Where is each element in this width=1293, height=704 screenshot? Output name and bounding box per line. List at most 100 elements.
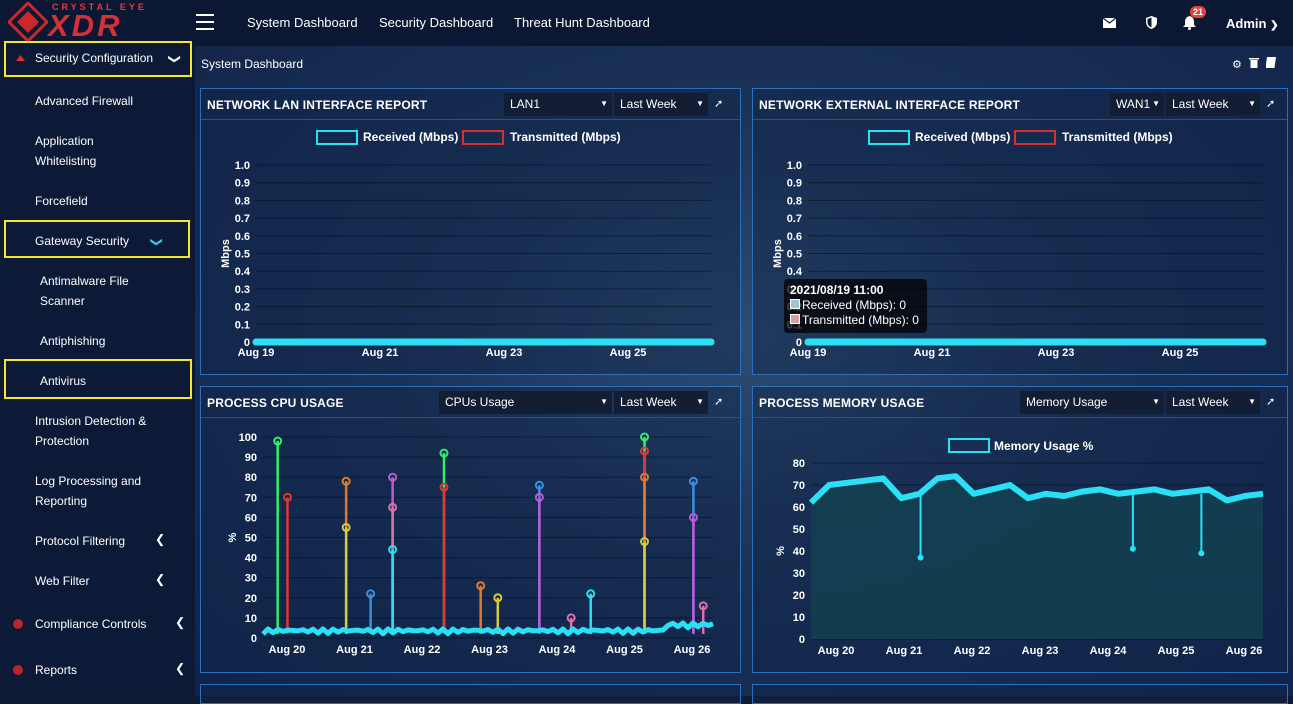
cpu-spike-point bbox=[388, 472, 398, 482]
logo-diamond-icon bbox=[8, 2, 48, 42]
x-tick-label: Aug 21 bbox=[886, 645, 923, 657]
period-select[interactable]: Last Week ▼ bbox=[1166, 391, 1260, 414]
tooltip-received-text: Received (Mbps): 0 bbox=[802, 298, 907, 312]
panel-bottom-left bbox=[200, 684, 741, 704]
legend-received-label: Received (Mbps) bbox=[915, 130, 1010, 144]
dropdown-arrow-icon: ▼ bbox=[696, 99, 704, 108]
select-value: Memory Usage bbox=[1026, 395, 1108, 409]
legend-received-label: Received (Mbps) bbox=[363, 130, 458, 144]
nav-security-dashboard[interactable]: Security Dashboard bbox=[379, 15, 494, 30]
x-tick-label: Aug 22 bbox=[404, 644, 441, 656]
mail-icon[interactable] bbox=[1103, 18, 1116, 28]
legend-transmitted-label: Transmitted (Mbps) bbox=[1062, 130, 1173, 144]
highlight-box bbox=[4, 41, 192, 77]
received-swatch bbox=[790, 299, 800, 309]
y-axis-label: Mbps bbox=[772, 239, 784, 268]
select-value: Last Week bbox=[620, 97, 677, 111]
tooltip-date: 2021/08/19 11:00 bbox=[790, 283, 884, 297]
period-select[interactable]: Last Week ▼ bbox=[614, 93, 708, 116]
sidebar-item-log-processing[interactable]: Log Processing and Reporting bbox=[0, 471, 195, 511]
trash-icon[interactable] bbox=[1248, 57, 1259, 68]
y-tick-label: 50 bbox=[793, 524, 805, 536]
sidebar-label: Antimalware File bbox=[40, 274, 129, 288]
y-axis-label: Mbps bbox=[220, 239, 232, 268]
memory-chart: Memory Usage % 80 70 60 50 40 30 20 10 0% Aug 20 Au… bbox=[775, 438, 1264, 657]
user-name: Admin bbox=[1226, 16, 1267, 31]
interface-select[interactable]: LAN1 ▼ bbox=[504, 93, 612, 116]
cpu-select[interactable]: CPUs Usage ▼ bbox=[439, 391, 612, 414]
menu-toggle-icon[interactable] bbox=[196, 14, 214, 30]
gear-icon[interactable]: ⚙ bbox=[1232, 59, 1242, 71]
cpu-spike-point bbox=[273, 436, 283, 446]
legend-memory-swatch bbox=[948, 438, 990, 453]
dropdown-arrow-icon: ▼ bbox=[1152, 99, 1160, 108]
external-link-icon[interactable]: ➚ bbox=[1266, 98, 1276, 110]
x-tick-label: Aug 25 bbox=[1162, 347, 1199, 359]
chevron-left-icon: ❯ bbox=[175, 663, 186, 677]
sidebar-item-intrusion-detection[interactable]: Intrusion Detection & Protection bbox=[0, 411, 195, 451]
user-menu[interactable]: Admin ❯ bbox=[1226, 16, 1278, 31]
period-select[interactable]: Last Week ▼ bbox=[1166, 93, 1260, 116]
cpu-spike-point bbox=[586, 589, 596, 599]
y-tick-label: 0.2 bbox=[235, 302, 250, 314]
dropdown-arrow-icon: ▼ bbox=[1248, 397, 1256, 406]
external-link-icon[interactable]: ➚ bbox=[714, 396, 724, 408]
x-tick-label: Aug 26 bbox=[674, 644, 711, 656]
y-tick-label: 70 bbox=[245, 492, 257, 504]
memory-select[interactable]: Memory Usage ▼ bbox=[1020, 391, 1164, 414]
y-tick-label: 0.4 bbox=[235, 266, 251, 278]
y-tick-label: 30 bbox=[793, 568, 805, 580]
y-tick-label: 90 bbox=[245, 452, 257, 464]
cpu-spike-point bbox=[688, 476, 698, 486]
period-select[interactable]: Last Week ▼ bbox=[614, 391, 708, 414]
legend-transmitted-swatch bbox=[462, 130, 504, 145]
x-tick-label: Aug 23 bbox=[1038, 347, 1075, 359]
external-link-icon[interactable]: ➚ bbox=[714, 98, 724, 110]
memory-dip-point bbox=[1198, 550, 1205, 557]
y-tick-label: 0.7 bbox=[787, 213, 802, 225]
sidebar-item-application-whitelisting[interactable]: Application Whitelisting bbox=[0, 131, 195, 171]
sidebar-item-antiphishing[interactable]: Antiphishing bbox=[40, 334, 106, 348]
x-tick-label: Aug 19 bbox=[790, 347, 827, 359]
sidebar-item-antimalware[interactable]: Antimalware File Scanner bbox=[0, 271, 195, 311]
sidebar: Security Configuration ❯ Advanced Firewa… bbox=[0, 41, 195, 696]
shield-icon[interactable] bbox=[1146, 16, 1157, 29]
legend-received-swatch bbox=[868, 130, 910, 145]
x-tick-label: Aug 26 bbox=[1226, 645, 1263, 657]
sidebar-item-forcefield[interactable]: Forcefield bbox=[35, 194, 88, 208]
interface-select[interactable]: WAN1 ▼ bbox=[1110, 93, 1164, 116]
cpu-spike-point bbox=[439, 448, 449, 458]
y-tick-label: 0.4 bbox=[787, 266, 803, 278]
panel-title: NETWORK EXTERNAL INTERFACE REPORT bbox=[759, 98, 1021, 112]
sidebar-label: Reports bbox=[35, 663, 78, 677]
chevron-down-icon: ❯ bbox=[1270, 20, 1279, 31]
external-link-icon[interactable]: ➚ bbox=[1266, 396, 1276, 408]
y-tick-label: 60 bbox=[793, 502, 805, 514]
nav-threat-hunt-dashboard[interactable]: Threat Hunt Dashboard bbox=[514, 15, 650, 30]
book-icon[interactable] bbox=[1265, 57, 1276, 68]
memory-dip-point bbox=[917, 554, 924, 561]
bell-icon[interactable] bbox=[1183, 16, 1196, 30]
sidebar-item-antivirus[interactable]: Antivirus bbox=[40, 374, 87, 388]
y-tick-label: 40 bbox=[245, 553, 257, 565]
dropdown-arrow-icon: ▼ bbox=[1248, 99, 1256, 108]
cpu-spike-point bbox=[439, 482, 449, 492]
sidebar-label: Application bbox=[35, 134, 94, 148]
x-tick-label: Aug 21 bbox=[336, 644, 373, 656]
sidebar-item-advanced-firewall[interactable]: Advanced Firewall bbox=[35, 94, 134, 108]
nav-system-dashboard[interactable]: System Dashboard bbox=[247, 15, 358, 30]
cpu-spike-point bbox=[640, 472, 650, 482]
panel-header: PROCESS MEMORY USAGE Memory Usage ▼ Last … bbox=[753, 387, 1287, 418]
tooltip-transmitted-text: Transmitted (Mbps): 0 bbox=[802, 313, 919, 327]
y-tick-label: 10 bbox=[245, 613, 257, 625]
x-tick-label: Aug 21 bbox=[362, 347, 399, 359]
y-tick-label: 0.9 bbox=[235, 178, 250, 190]
y-tick-label: 0.3 bbox=[235, 284, 250, 296]
y-tick-label: 10 bbox=[793, 612, 805, 624]
y-axis-label: % bbox=[227, 532, 239, 542]
dropdown-arrow-icon: ▼ bbox=[696, 397, 704, 406]
cpu-spike-point bbox=[688, 512, 698, 522]
dashboard-actions: ⚙ bbox=[1232, 57, 1276, 71]
highlight-box bbox=[4, 359, 192, 399]
crystal-eye-logo[interactable]: CRYSTAL EYE XDR bbox=[0, 0, 195, 46]
